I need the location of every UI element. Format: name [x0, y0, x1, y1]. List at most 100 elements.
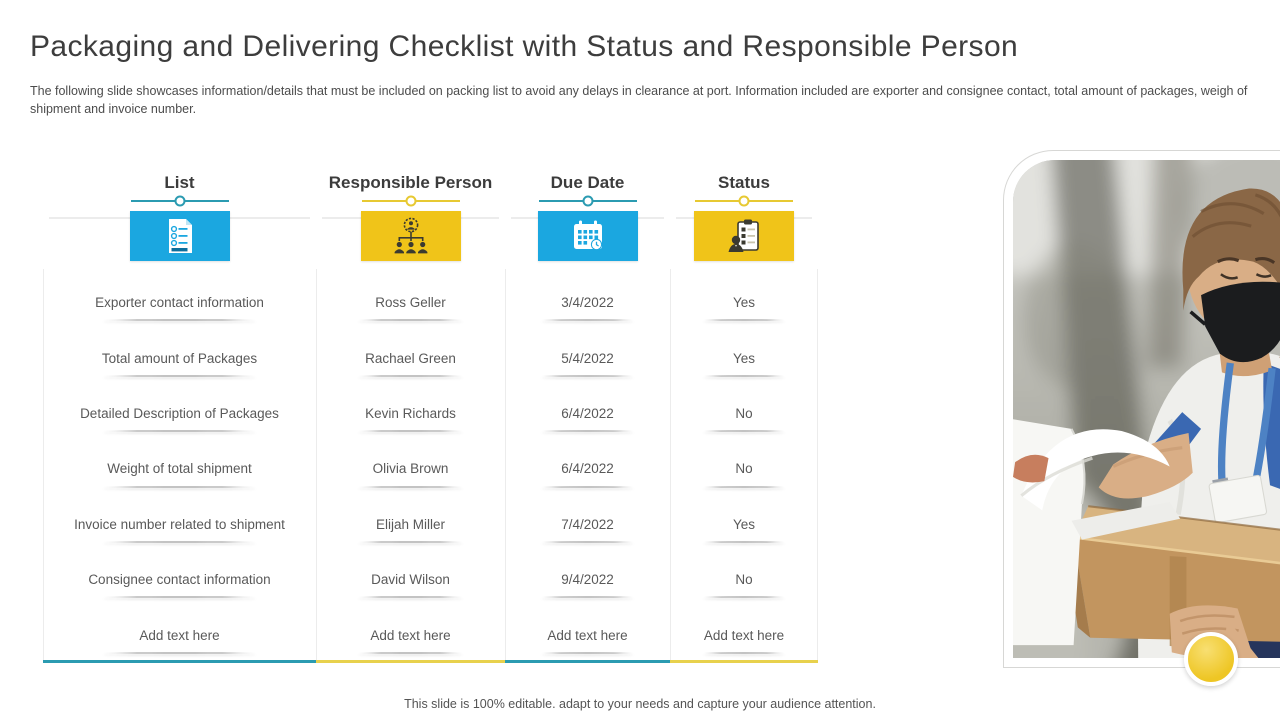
column-title: Status: [718, 173, 770, 192]
page-title: Packaging and Delivering Checklist with …: [30, 30, 1019, 63]
table-cell: 9/4/2022: [505, 552, 670, 607]
cell-underline: [357, 430, 464, 433]
cell-text: Kevin Richards: [365, 405, 456, 421]
checklist-table: List Exporter contact information Total …: [43, 166, 818, 663]
accent-divider: [130, 195, 229, 207]
cell-text: 6/4/2022: [561, 405, 614, 421]
cell-underline: [541, 319, 634, 322]
cell-text: Olivia Brown: [372, 461, 449, 477]
cell-text: 9/4/2022: [561, 572, 614, 588]
column-separator: [817, 269, 818, 660]
cell-underline: [541, 596, 634, 599]
placeholder-cell[interactable]: Add text here: [505, 607, 670, 662]
cell-text: David Wilson: [371, 572, 450, 588]
cell-text: Elijah Miller: [375, 516, 446, 532]
cell-text: 6/4/2022: [561, 461, 614, 477]
person-clipboard-icon: [728, 219, 759, 252]
table-cell: Consignee contact information: [43, 552, 316, 607]
slide-description: The following slide showcases informatio…: [30, 84, 1248, 117]
accent-divider: [538, 195, 637, 207]
divider-dot: [582, 195, 593, 207]
placeholder-text[interactable]: Add text here: [139, 627, 220, 643]
table-cell: Total amount of Packages: [43, 330, 316, 385]
cell-underline: [702, 540, 786, 543]
column-title: Responsible Person: [328, 173, 493, 192]
table-cell: Detailed Description of Packages: [43, 386, 316, 441]
checklist-document-icon: [168, 219, 192, 253]
cell-text: 7/4/2022: [561, 516, 614, 532]
yellow-accent-circle: [1184, 632, 1238, 686]
placeholder-text[interactable]: Add text here: [370, 627, 451, 643]
table-cell: No: [670, 552, 818, 607]
table-cell: David Wilson: [316, 552, 505, 607]
table-cell: Elijah Miller: [316, 497, 505, 552]
table-cell: Rachael Green: [316, 330, 505, 385]
table-cell: 6/4/2022: [505, 441, 670, 496]
cell-underline: [357, 540, 464, 543]
table-cell: Yes: [670, 275, 818, 330]
placeholder-cell[interactable]: Add text here: [43, 607, 316, 662]
divider-dot: [738, 195, 750, 207]
table-cell: 3/4/2022: [505, 275, 670, 330]
cell-text: Invoice number related to shipment: [74, 516, 285, 532]
cell-underline: [103, 430, 256, 433]
cell-text: No: [735, 461, 753, 477]
column-title: Due Date: [550, 173, 625, 192]
cell-underline: [103, 319, 256, 322]
table-cell: Yes: [670, 497, 818, 552]
cell-text: Total amount of Packages: [101, 350, 258, 366]
cell-text: Consignee contact information: [88, 572, 271, 588]
delivery-man-illustration: [1013, 160, 1280, 658]
due-date-icon-box: [537, 211, 638, 261]
placeholder-cell[interactable]: Add text here: [670, 607, 818, 662]
column-separator: [670, 269, 671, 660]
cell-text: Yes: [732, 295, 756, 311]
table-cell: No: [670, 386, 818, 441]
table-cell: No: [670, 441, 818, 496]
cell-underline: [357, 319, 464, 322]
placeholder-text[interactable]: Add text here: [703, 627, 785, 643]
cell-underline: [357, 374, 464, 377]
cell-underline: [357, 596, 464, 599]
cell-underline: [702, 430, 786, 433]
column-due-date: Due Date 3/4/2022: [505, 166, 670, 663]
placeholder-cell[interactable]: Add text here: [316, 607, 505, 662]
cell-underline: [103, 374, 256, 377]
table-cell: 6/4/2022: [505, 386, 670, 441]
cell-underline: [103, 485, 256, 488]
responsible-person-icon-box: [360, 211, 461, 261]
table-cell: Yes: [670, 330, 818, 385]
column-list: List Exporter contact information Total …: [43, 166, 316, 663]
cell-underline: [702, 319, 786, 322]
table-cell: Invoice number related to shipment: [43, 497, 316, 552]
column-title: List: [164, 173, 195, 192]
cell-text: No: [735, 572, 753, 588]
column-status: Status: [670, 166, 818, 663]
cell-underline: [357, 485, 464, 488]
column-bottom-accent: [505, 660, 670, 663]
delivery-man-photo: [1013, 160, 1280, 658]
cell-underline: [541, 485, 634, 488]
cell-text: 5/4/2022: [561, 350, 614, 366]
cell-text: 3/4/2022: [561, 295, 614, 311]
column-separator: [505, 269, 506, 660]
cell-underline: [103, 540, 256, 543]
photo-frame: [1003, 150, 1280, 668]
cell-underline: [702, 596, 786, 599]
column-header-responsible-person: Responsible Person: [316, 172, 505, 275]
column-header-status: Status: [670, 172, 818, 275]
cell-text: Weight of total shipment: [107, 461, 252, 477]
table-cell: Exporter contact information: [43, 275, 316, 330]
cell-underline: [541, 540, 634, 543]
cell-text: No: [735, 405, 753, 421]
cell-underline: [103, 596, 256, 599]
column-bottom-accent: [43, 660, 316, 663]
org-chart-people-icon: [394, 217, 427, 254]
divider-dot: [174, 195, 185, 207]
list-icon-box: [129, 211, 230, 261]
cell-text: Yes: [732, 350, 756, 366]
placeholder-text[interactable]: Add text here: [547, 627, 628, 643]
table-cell: 7/4/2022: [505, 497, 670, 552]
table-cell: Ross Geller: [316, 275, 505, 330]
column-header-list: List: [43, 172, 316, 275]
